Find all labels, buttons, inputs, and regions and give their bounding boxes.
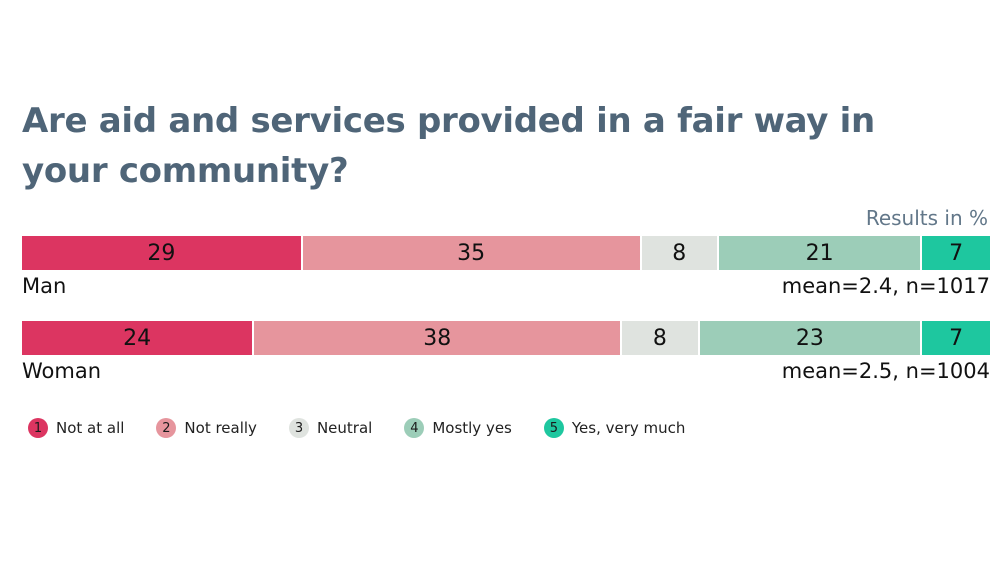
legend-dot: 2: [156, 418, 177, 438]
legend-dot: 4: [404, 418, 425, 438]
chart-row-man: 29 35 8 21 7 Man mean=2.4, n=1017: [22, 236, 990, 298]
legend-dot: 5: [543, 418, 564, 438]
legend-item-not-really: 2 Not really: [156, 418, 257, 438]
chart-title: Are aid and services provided in a fair …: [22, 101, 875, 191]
bar-value-label: 29: [147, 240, 176, 266]
legend-label: Not at all: [56, 419, 125, 437]
bar-value-label: 8: [672, 240, 687, 266]
row-stat: mean=2.5, n=1004: [781, 359, 990, 383]
bar-value-label: 7: [949, 240, 964, 266]
bar-segment-neutral: 8: [641, 236, 717, 270]
bar-segment-mostly-yes: 21: [718, 236, 921, 270]
bar-value-label: 7: [949, 325, 964, 351]
legend-label: Neutral: [316, 419, 373, 437]
bar-segment-neutral: 8: [622, 321, 698, 355]
bar-value-label: 23: [795, 325, 824, 351]
row-label: Man: [22, 274, 67, 298]
legend-item-mostly-yes: 4 Mostly yes: [404, 418, 512, 438]
legend-label: Mostly yes: [432, 419, 512, 437]
row-label: Woman: [22, 359, 102, 383]
legend-item-neutral: 3 Neutral: [288, 418, 373, 438]
legend-label: Yes, very much: [571, 419, 686, 437]
chart-row-woman: 24 38 8 23 7 Woman mean=2.5, n=1004: [22, 321, 990, 383]
bar-segment-not-at-all: 24: [22, 321, 253, 355]
results-unit-label: Results in %: [865, 206, 988, 230]
legend-dot: 3: [288, 418, 309, 438]
bar-value-label: 38: [423, 325, 452, 351]
legend-dot: 1: [28, 418, 48, 438]
row-stat: mean=2.4, n=1017: [781, 274, 990, 298]
bar-segment-not-at-all: 29: [22, 236, 301, 270]
bar-segment-yes-very-much: 7: [922, 236, 990, 270]
bar-segment-mostly-yes: 23: [699, 321, 921, 355]
legend-item-not-at-all: 1 Not at all: [28, 418, 124, 438]
bar-value-label: 8: [652, 325, 667, 351]
bar-segment-not-really: 38: [254, 321, 621, 355]
bar-segment-yes-very-much: 7: [922, 321, 990, 355]
bar-value-label: 24: [123, 325, 152, 351]
bar-value-label: 35: [457, 240, 486, 266]
stacked-bar: 29 35 8 21 7: [22, 236, 990, 270]
legend: 1 Not at all 2 Not really 3 Neutral 4 Mo…: [28, 418, 717, 438]
bar-value-label: 21: [805, 240, 834, 266]
bar-segment-not-really: 35: [302, 236, 640, 270]
stacked-bar: 24 38 8 23 7: [22, 321, 990, 355]
legend-item-yes-very-much: 5 Yes, very much: [543, 418, 686, 438]
legend-label: Not really: [184, 419, 257, 437]
